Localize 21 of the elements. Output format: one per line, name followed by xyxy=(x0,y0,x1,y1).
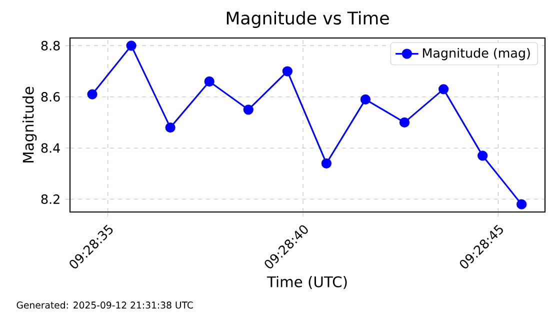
y-axis-title: Magnitude xyxy=(22,86,37,162)
x-axis-title: Time (UTC) xyxy=(266,276,347,290)
y-tick-label: 8.2 xyxy=(41,194,60,204)
y-tick-label: 8.4 xyxy=(41,143,60,153)
point xyxy=(321,158,332,168)
point xyxy=(204,76,214,87)
legend-label: Magnitude (mag) xyxy=(423,48,530,60)
text: Generated: 2025-09-12 21:31:38 UTC xyxy=(16,301,193,309)
point xyxy=(165,122,176,133)
point xyxy=(478,150,488,161)
point xyxy=(87,89,98,100)
point xyxy=(243,104,254,115)
point xyxy=(126,40,136,51)
point xyxy=(360,94,371,104)
y-tick-label: 8.6 xyxy=(41,92,60,102)
chart-title: Magnitude vs Time xyxy=(226,11,389,28)
point xyxy=(282,66,292,76)
point xyxy=(516,199,527,210)
y-tick-label: 8.8 xyxy=(41,40,60,50)
point xyxy=(399,117,410,128)
point xyxy=(438,84,449,94)
